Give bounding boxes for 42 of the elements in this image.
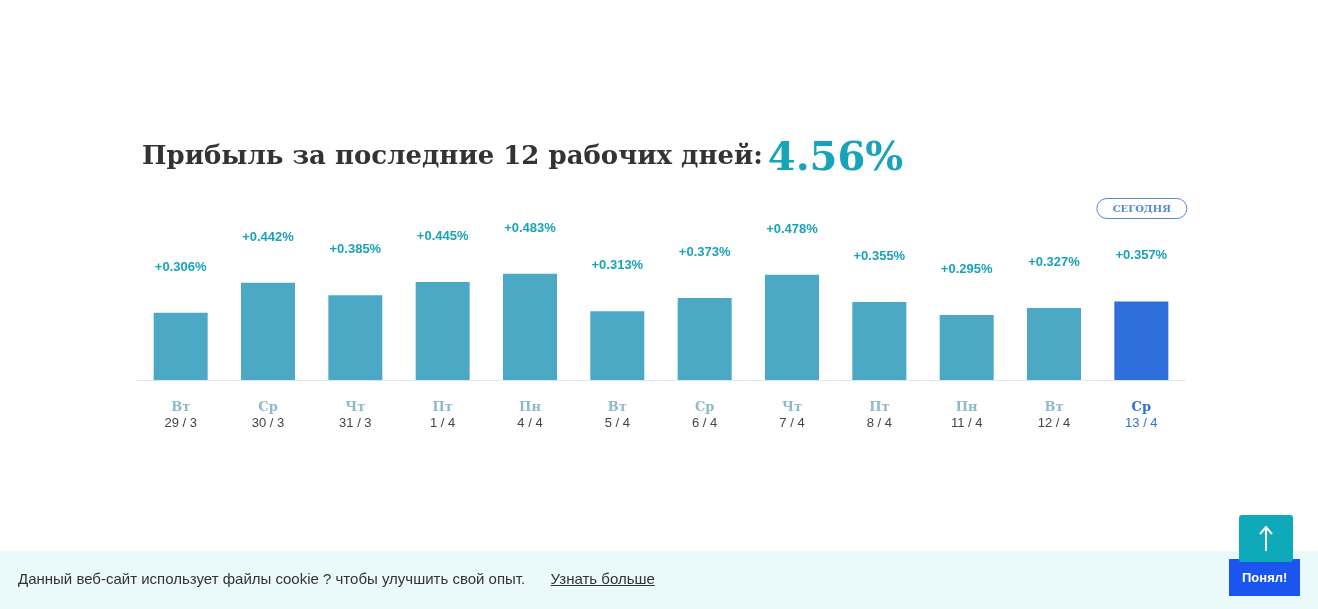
bar — [241, 282, 295, 380]
x-tick-label: Вт 12 / 4 — [1037, 398, 1071, 430]
bar — [939, 315, 994, 380]
x-tick-label: Пн 4 / 4 — [517, 398, 543, 430]
data-label: +0.355% — [853, 247, 906, 263]
text: СЕГОДНЯ — [1112, 203, 1172, 214]
x-tick-label: Пн 11 / 4 — [950, 398, 983, 430]
x-tick-label: Чт 31 / 3 — [339, 398, 372, 430]
x-tick-label: Пт 1 / 4 — [430, 398, 456, 430]
x-tick-label: Ср 30 / 3 — [251, 398, 285, 430]
chart-title: Прибыль за последние 12 рабочих дней: — [142, 140, 763, 170]
bar — [415, 282, 470, 380]
data-label: +0.385% — [329, 241, 382, 257]
data-label: +0.373% — [678, 243, 731, 259]
data-label: +0.445% — [416, 228, 469, 244]
data-label: +0.313% — [591, 257, 644, 273]
data-label: +0.478% — [766, 220, 819, 236]
bar — [328, 295, 383, 380]
x-tick-label: Ср 6 / 4 — [692, 398, 718, 430]
x-tick-label: Ср 13 / 4 — [1125, 398, 1158, 430]
bar — [503, 273, 557, 380]
bar — [1114, 301, 1169, 380]
text: Данный веб-сайт использует файлы cookie ? чтобы улучшить свой опыт. — [18, 570, 526, 587]
bar — [852, 301, 907, 380]
bar — [677, 297, 732, 380]
chart-subtitle: 4.56% — [767, 131, 904, 179]
bar — [765, 274, 819, 380]
x-tick-label: Пт 8 / 4 — [866, 398, 892, 430]
x-tick-label: Чт 7 / 4 — [779, 398, 805, 430]
data-label: +0.295% — [940, 261, 993, 277]
x-tick-label: Вт 5 / 4 — [604, 398, 630, 430]
x-tick-label: Вт 29 / 3 — [164, 398, 197, 430]
data-label: +0.327% — [1028, 254, 1081, 270]
data-label: +0.483% — [504, 219, 557, 235]
data-label: +0.357% — [1115, 247, 1168, 263]
data-label: +0.442% — [242, 228, 295, 244]
bar — [153, 312, 208, 380]
bar — [590, 311, 645, 380]
data-label: +0.306% — [154, 258, 207, 274]
text: Узнать больше — [550, 570, 655, 587]
bar — [1027, 308, 1081, 380]
text: Понял! — [1229, 559, 1301, 596]
